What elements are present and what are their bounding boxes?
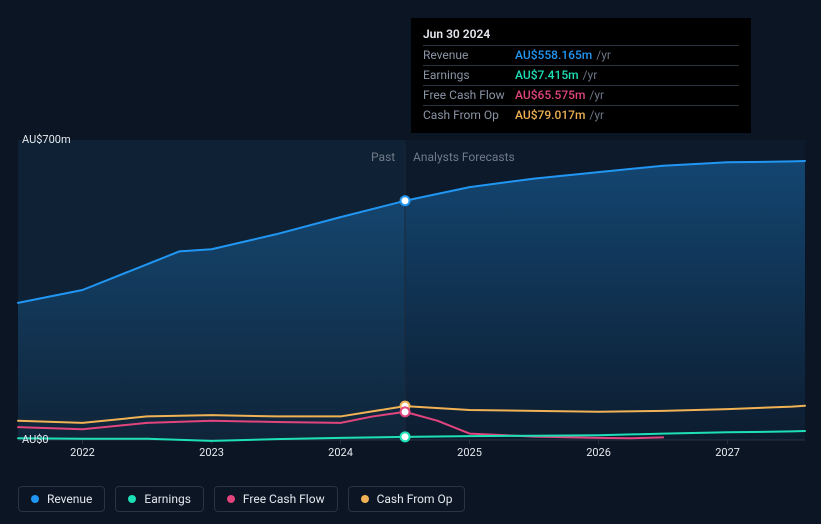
tooltip-row-label: Free Cash Flow (423, 87, 515, 104)
legend-label: Revenue (47, 492, 92, 506)
tooltip-title: Jun 30 2024 (423, 26, 739, 43)
legend-label: Free Cash Flow (243, 492, 325, 506)
x-axis-label: 2026 (586, 446, 611, 459)
forecast-label: Analysts Forecasts (413, 150, 515, 164)
financials-chart: Past Analysts Forecasts Jun 30 2024 Reve… (0, 0, 821, 524)
x-axis-label: 2022 (70, 446, 95, 459)
tooltip-row: EarningsAU$7.415m/yr (423, 65, 739, 85)
x-axis-label: 2024 (328, 446, 353, 459)
tooltip-row-value: AU$558.165m (515, 47, 592, 64)
tooltip-row-unit: /yr (589, 107, 604, 124)
free_cash_flow-marker (401, 407, 410, 416)
tooltip-row-value: AU$65.575m (515, 87, 585, 104)
legend-label: Earnings (144, 492, 191, 506)
tooltip-row-unit: /yr (583, 67, 598, 84)
tooltip-row: Cash From OpAU$79.017m/yr (423, 105, 739, 125)
tooltip-row-label: Revenue (423, 47, 515, 64)
y-axis-label: AU$700m (22, 133, 71, 146)
chart-legend: Revenue Earnings Free Cash Flow Cash From O… (18, 486, 465, 512)
y-axis-label: AU$0 (22, 433, 49, 446)
legend-item-cash-from-op[interactable]: Cash From Op (348, 486, 466, 512)
revenue-marker (401, 196, 410, 205)
legend-label: Cash From Op (377, 492, 453, 506)
legend-dot-icon (128, 495, 136, 503)
earnings-marker (401, 432, 410, 441)
legend-item-earnings[interactable]: Earnings (115, 486, 204, 512)
legend-item-revenue[interactable]: Revenue (18, 486, 105, 512)
tooltip-row-value: AU$7.415m (515, 67, 579, 84)
tooltip-row-value: AU$79.017m (515, 107, 585, 124)
tooltip-row: RevenueAU$558.165m/yr (423, 45, 739, 65)
tooltip-row-label: Earnings (423, 67, 515, 84)
legend-item-free-cash-flow[interactable]: Free Cash Flow (214, 486, 338, 512)
past-label: Past (371, 150, 395, 164)
tooltip-row: Free Cash FlowAU$65.575m/yr (423, 85, 739, 105)
x-axis-label: 2023 (199, 446, 224, 459)
legend-dot-icon (227, 495, 235, 503)
x-axis-label: 2027 (715, 446, 740, 459)
legend-dot-icon (31, 495, 39, 503)
tooltip-row-label: Cash From Op (423, 107, 515, 124)
legend-dot-icon (361, 495, 369, 503)
chart-tooltip: Jun 30 2024 RevenueAU$558.165m/yrEarning… (411, 18, 751, 133)
tooltip-row-unit: /yr (589, 87, 604, 104)
x-axis-label: 2025 (457, 446, 482, 459)
tooltip-row-unit: /yr (596, 47, 611, 64)
